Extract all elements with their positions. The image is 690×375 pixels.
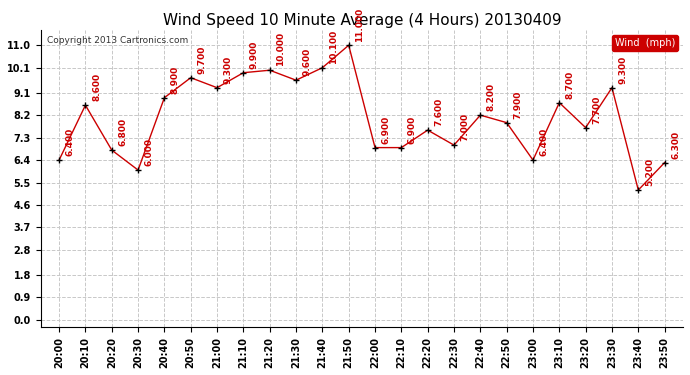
Text: 8.600: 8.600 bbox=[92, 73, 101, 101]
Title: Wind Speed 10 Minute Average (4 Hours) 20130409: Wind Speed 10 Minute Average (4 Hours) 2… bbox=[163, 13, 561, 28]
Text: 7.600: 7.600 bbox=[434, 98, 443, 126]
Text: 10.000: 10.000 bbox=[276, 32, 285, 66]
Text: 6.900: 6.900 bbox=[382, 116, 391, 144]
Text: 6.000: 6.000 bbox=[145, 138, 154, 166]
Text: 5.200: 5.200 bbox=[645, 158, 654, 186]
Text: 6.900: 6.900 bbox=[408, 116, 417, 144]
Text: 6.400: 6.400 bbox=[540, 128, 549, 156]
Text: 6.400: 6.400 bbox=[66, 128, 75, 156]
Text: 9.300: 9.300 bbox=[618, 56, 627, 84]
Text: 9.900: 9.900 bbox=[250, 40, 259, 69]
Text: 10.100: 10.100 bbox=[329, 30, 338, 64]
Text: 7.900: 7.900 bbox=[513, 90, 522, 119]
Text: 8.900: 8.900 bbox=[171, 66, 180, 94]
Text: 6.300: 6.300 bbox=[671, 131, 680, 159]
Text: 8.700: 8.700 bbox=[566, 70, 575, 99]
Text: 11.000: 11.000 bbox=[355, 7, 364, 42]
Text: 9.300: 9.300 bbox=[224, 56, 233, 84]
Text: 7.000: 7.000 bbox=[461, 113, 470, 141]
Text: 6.800: 6.800 bbox=[118, 118, 128, 146]
Text: 9.600: 9.600 bbox=[303, 48, 312, 76]
Text: 7.700: 7.700 bbox=[592, 96, 601, 124]
Legend: Wind  (mph): Wind (mph) bbox=[612, 35, 678, 51]
Text: 9.700: 9.700 bbox=[197, 46, 206, 74]
Text: Copyright 2013 Cartronics.com: Copyright 2013 Cartronics.com bbox=[47, 36, 188, 45]
Text: 8.200: 8.200 bbox=[487, 83, 496, 111]
